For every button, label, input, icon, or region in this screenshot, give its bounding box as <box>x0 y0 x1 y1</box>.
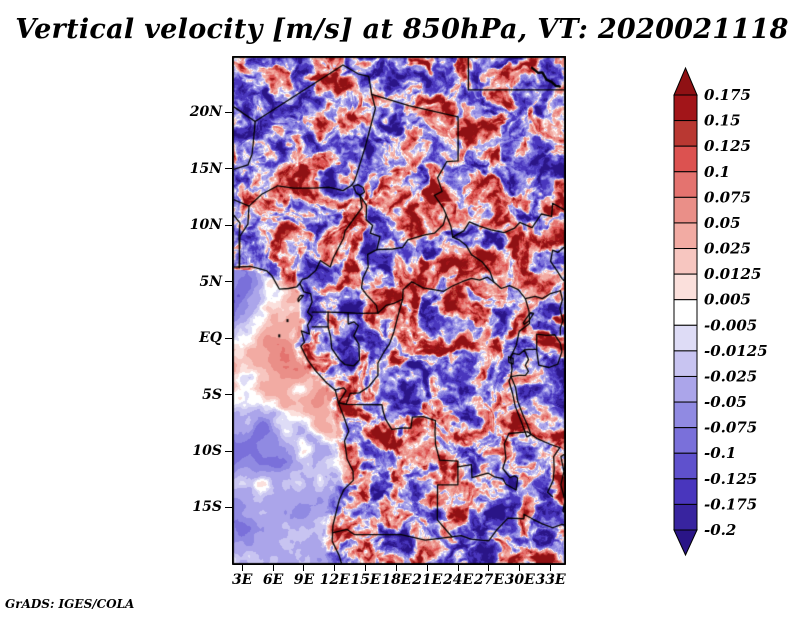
colorbar-segment <box>673 478 698 505</box>
lat-tick-mark <box>225 281 232 283</box>
lon-tick-label: 33E <box>535 572 566 588</box>
lat-tick-label: 15S <box>192 499 222 516</box>
colorbar-segment <box>673 145 698 173</box>
colorbar-label: 0.05 <box>704 214 741 232</box>
colorbar: 0.175 0.15 0.125 0.1 0.075 0.05 0.025 0.0125 0.0… <box>673 66 768 557</box>
colorbar-label: -0.0125 <box>704 342 768 360</box>
colorbar-label: 0.125 <box>704 137 751 155</box>
colorbar-label: 0.075 <box>704 188 751 206</box>
lat-tick-label: EQ <box>199 330 222 347</box>
lat-tick-mark <box>225 168 232 170</box>
colorbar-segment <box>673 401 698 429</box>
colorbar-segment <box>673 94 698 122</box>
colorbar-label: 0.15 <box>704 112 741 130</box>
lon-tick-mark <box>457 565 459 571</box>
chart-title: Vertical velocity [m/s] at 850hPa, VT: 2… <box>15 14 789 45</box>
lon-tick-label: 24E <box>443 572 474 588</box>
colorbar-label: -0.025 <box>704 367 757 385</box>
colorbar-arrow-down <box>673 529 698 557</box>
colorbar-segment <box>673 503 698 531</box>
grads-credit: GrADS: IGES/COLA <box>5 597 135 611</box>
lon-tick-label: 6E <box>262 572 284 588</box>
lat-tick-mark <box>225 224 232 226</box>
map-panel <box>232 56 566 565</box>
lon-tick-mark <box>272 565 274 571</box>
lat-tick-label: 15N <box>189 160 222 177</box>
lon-tick-label: 9E <box>293 572 315 588</box>
lat-tick-label: 5N <box>199 273 222 290</box>
lon-tick-label: 12E <box>319 572 350 588</box>
lon-tick-mark <box>426 565 428 571</box>
lon-tick-mark <box>334 565 336 571</box>
lat-tick-label: 5S <box>202 386 222 403</box>
colorbar-segment <box>673 324 698 352</box>
colorbar-label: 0.1 <box>704 163 730 181</box>
lon-tick-mark <box>488 565 490 571</box>
lon-tick-mark <box>519 565 521 571</box>
lon-tick-label: 27E <box>473 572 504 588</box>
lon-tick-label: 3E <box>232 572 253 588</box>
colorbar-label: 0.025 <box>704 240 751 258</box>
lon-tick-label: 30E <box>504 572 535 588</box>
lon-tick-mark <box>365 565 367 571</box>
lat-tick-mark <box>225 506 232 508</box>
lon-tick-mark <box>395 565 397 571</box>
lat-tick-label: 10S <box>192 443 222 459</box>
colorbar-segment <box>673 222 698 250</box>
lon-tick-mark <box>241 565 243 571</box>
colorbar-segment <box>673 196 698 224</box>
colorbar-segment <box>673 452 698 480</box>
colorbar-arrow-up <box>673 66 698 96</box>
colorbar-label: 0.175 <box>704 86 751 104</box>
colorbar-label: 0.0125 <box>704 265 761 283</box>
lat-tick-mark <box>225 111 232 113</box>
colorbar-segment <box>673 171 698 198</box>
colorbar-segment <box>673 120 698 147</box>
lon-tick-mark <box>550 565 552 571</box>
colorbar-label: -0.075 <box>704 419 757 437</box>
colorbar-segment <box>673 273 698 301</box>
colorbar-segment <box>673 350 698 377</box>
colorbar-segment <box>673 248 698 275</box>
colorbar-label: -0.005 <box>704 316 757 334</box>
colorbar-segment <box>673 299 698 326</box>
colorbar-label: -0.2 <box>704 521 736 539</box>
lat-tick-label: 20N <box>189 104 222 121</box>
lat-tick-label: 10N <box>189 217 222 234</box>
colorbar-label: 0.005 <box>704 291 751 309</box>
colorbar-label: -0.175 <box>704 495 757 513</box>
lat-tick-mark <box>225 337 232 339</box>
colorbar-label: -0.125 <box>704 470 757 488</box>
lat-tick-mark <box>225 394 232 396</box>
colorbar-label: -0.1 <box>704 444 736 462</box>
lat-tick-mark <box>225 450 232 452</box>
lon-tick-label: 15E <box>350 572 381 588</box>
colorbar-segment <box>673 427 698 454</box>
lon-tick-label: 21E <box>412 572 443 588</box>
colorbar-label: -0.05 <box>704 393 747 411</box>
lon-tick-label: 18E <box>381 572 412 588</box>
lon-tick-mark <box>303 565 305 571</box>
colorbar-segment <box>673 375 698 403</box>
